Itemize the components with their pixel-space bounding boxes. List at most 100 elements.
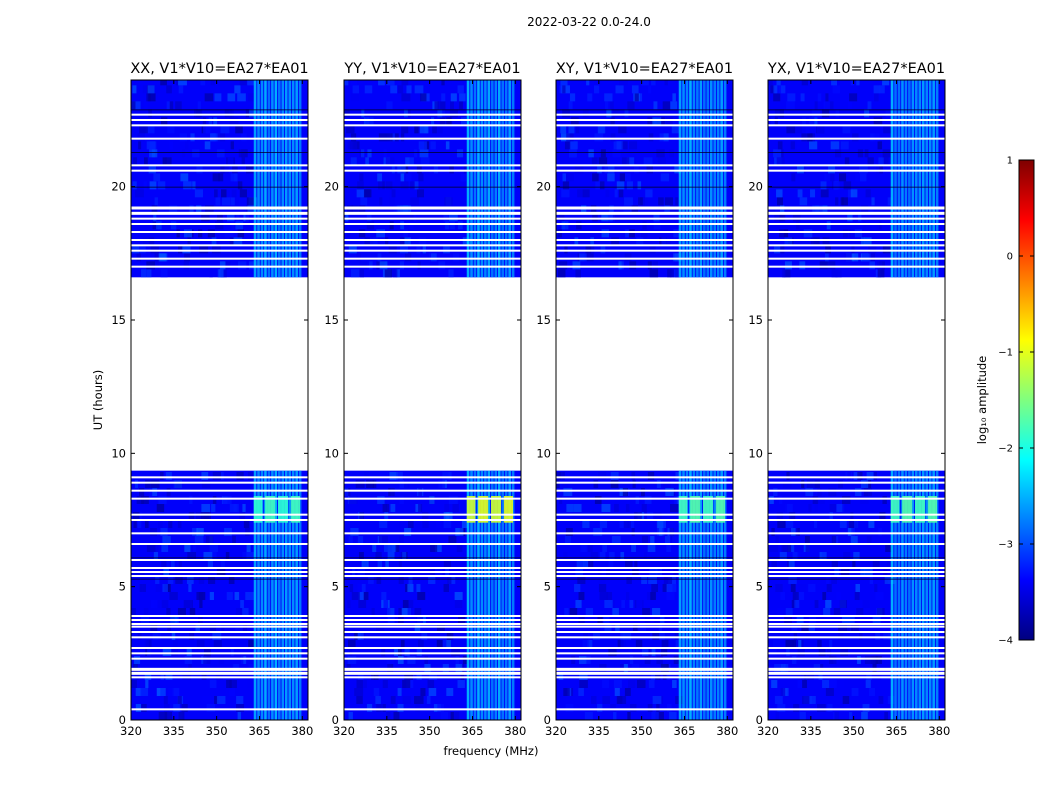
flagged-row: [768, 481, 945, 484]
flagged-row: [344, 265, 521, 268]
x-tick-label: 365: [461, 724, 483, 738]
flagged-row: [131, 623, 308, 625]
panel-frame: [767, 79, 946, 721]
flagged-row: [768, 113, 945, 116]
flagged-row: [344, 567, 521, 569]
rfi-band: [678, 80, 727, 720]
flagged-row: [344, 513, 521, 516]
colorbar-ticks: −4 −3 −2 −1 0 1: [998, 156, 1034, 647]
flagged-row: [556, 532, 733, 535]
flagged-row: [556, 481, 733, 484]
rfi-peak-cell: [290, 496, 301, 523]
rfi-peak-cell: [715, 496, 726, 523]
flagged-row: [768, 615, 945, 617]
rfi-peak-cell: [503, 496, 514, 523]
flagged-row: [131, 671, 308, 675]
flagged-row: [556, 559, 733, 561]
flagged-row: [131, 619, 308, 621]
flagged-row: [131, 657, 308, 660]
flagged-row: [131, 571, 308, 573]
flagged-row: [556, 223, 733, 225]
flagged-row: [768, 667, 945, 671]
flagged-row: [131, 647, 308, 649]
colorbar-gradient: [1018, 159, 1035, 641]
flagged-row: [556, 625, 733, 628]
x-tick-label: 380: [928, 724, 950, 738]
flagged-row: [556, 667, 733, 671]
flagged-row: [556, 244, 733, 247]
flagged-row: [556, 671, 733, 675]
flagged-row: [344, 169, 521, 172]
rfi-peak-cell: [466, 496, 476, 523]
x-tick-label: 335: [163, 724, 185, 738]
flagged-row: [131, 567, 308, 569]
rfi-peak-cell: [491, 496, 502, 523]
flagged-row: [131, 217, 308, 220]
flagged-row: [344, 647, 521, 649]
flagged-row: [131, 513, 308, 516]
flagged-row: [131, 481, 308, 484]
x-tick-label: 380: [504, 724, 526, 738]
flagged-row: [768, 249, 945, 252]
rfi-peak: [466, 496, 514, 523]
x-tick-label: 380: [716, 724, 738, 738]
flagged-row: [131, 519, 308, 521]
flagged-row: [556, 265, 733, 268]
colorbar-tick-label: 0: [1007, 252, 1013, 263]
flagged-row: [344, 231, 521, 233]
flagged-row: [556, 708, 733, 711]
rfi-peak-cell: [253, 496, 263, 523]
flagged-row: [768, 631, 945, 633]
flagged-row: [344, 476, 521, 479]
flagged-row: [768, 647, 945, 649]
y-tick-label: 20: [748, 180, 763, 194]
y-tick-label: 5: [332, 580, 339, 594]
flagged-row: [344, 671, 521, 675]
x-tick-label: 350: [206, 724, 228, 738]
flagged-row: [344, 519, 521, 521]
flagged-row: [556, 657, 733, 660]
flagged-row: [556, 647, 733, 649]
y-tick-label: 0: [756, 713, 763, 727]
rfi-band: [890, 80, 939, 720]
panel-yx: YX, V1*V10=EA27*EA01 320 335 350 365 380 0 5 10 1…: [748, 61, 950, 738]
x-tick-label: 335: [376, 724, 398, 738]
x-tick-label: 350: [419, 724, 441, 738]
flagged-row: [344, 667, 521, 671]
flagged-row: [556, 124, 733, 127]
rfi-peak-cell: [478, 496, 489, 523]
flagged-row: [556, 636, 733, 639]
panel-title: YX, V1*V10=EA27*EA01: [767, 61, 945, 77]
flagged-row: [768, 476, 945, 479]
flagged-row: [768, 169, 945, 172]
panel-title: XX, V1*V10=EA27*EA01: [130, 61, 308, 77]
flagged-row: [344, 481, 521, 484]
flagged-row: [556, 476, 733, 479]
flagged-row: [344, 543, 521, 545]
flagged-row: [131, 708, 308, 711]
flagged-row: [556, 567, 733, 569]
colorbar-tick-label: −2: [998, 444, 1013, 455]
flagged-row: [768, 532, 945, 535]
y-tick-label: 15: [324, 313, 339, 327]
colorbar-tick-label: −1: [998, 348, 1013, 359]
flagged-row: [344, 497, 521, 500]
flagged-row: [768, 217, 945, 220]
rfi-peak-cell: [278, 496, 289, 523]
rfi-peak-cell: [265, 496, 276, 523]
rfi-peak-cell: [915, 496, 926, 523]
flagged-row: [131, 223, 308, 225]
flagged-row: [344, 244, 521, 247]
rfi-peak-cell: [690, 496, 701, 523]
flagged-row: [556, 497, 733, 500]
flagged-row: [768, 489, 945, 492]
flagged-row: [768, 231, 945, 233]
flagged-row: [131, 575, 308, 577]
x-tick-label: 365: [673, 724, 695, 738]
rfi-peak: [890, 496, 938, 523]
flagged-row: [344, 257, 521, 260]
flagged-row: [131, 625, 308, 628]
flagged-row: [344, 249, 521, 252]
rfi-band: [466, 80, 515, 720]
flagged-rows: [768, 109, 945, 711]
